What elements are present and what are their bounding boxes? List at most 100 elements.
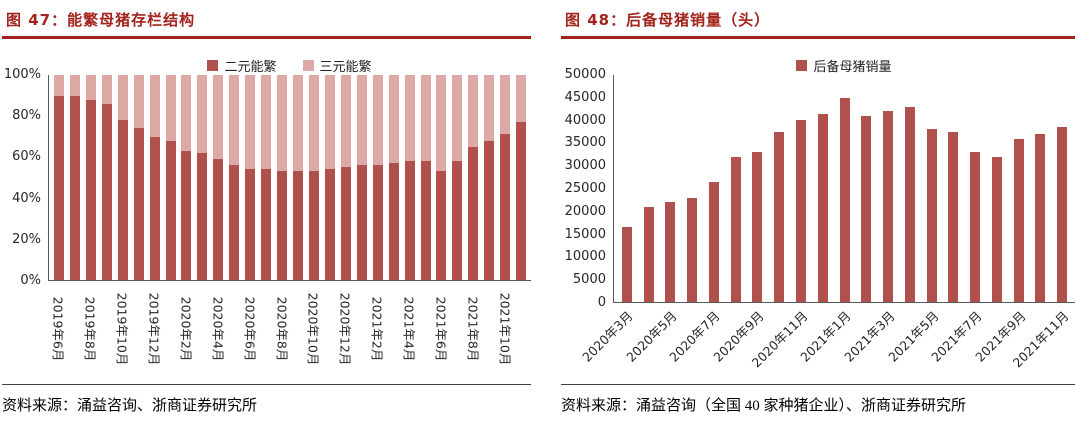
bar <box>53 75 64 280</box>
bar <box>117 75 128 280</box>
y-axis-tick-label: 30000 <box>564 158 606 174</box>
bar-slot <box>725 75 747 302</box>
bar-slot <box>418 75 434 280</box>
x-axis-slot: 2021年4月 <box>401 281 417 377</box>
bar <box>308 75 319 280</box>
sow-inventory-structure-chart: 二元能繁 三元能繁 0% 20% 40% 60% 80% 100% 2019年6月 2019年… <box>2 55 531 377</box>
x-axis-tick-label: 2019年10月 <box>114 292 130 366</box>
bar-slot <box>67 75 83 280</box>
x-axis-slot: 2020年10月 <box>306 281 322 377</box>
bar-slot <box>131 75 147 280</box>
bar <box>388 75 399 280</box>
bar-slot <box>747 75 769 302</box>
bar-segment <box>468 75 479 147</box>
bar-segment <box>388 163 399 280</box>
x-axis-slot: 2021年2月 <box>369 281 385 377</box>
bar-segment <box>436 171 447 280</box>
x-axis-slot <box>130 281 146 377</box>
bar-slot <box>921 75 943 302</box>
bar-segment <box>388 75 399 164</box>
x-axis-slot <box>194 281 210 377</box>
x-axis-slot <box>513 281 529 377</box>
y-axis-tick-label: 0% <box>20 273 41 288</box>
x-axis-slot <box>385 281 401 377</box>
bar <box>817 113 828 302</box>
bar <box>796 120 806 302</box>
source-note: 资料来源：涌益咨询（全国 40 家种猪企业）、浙商证券研究所 <box>561 384 1075 431</box>
y-axis-tick-label: 60% <box>12 149 41 165</box>
x-axis-slot: 2019年12月 <box>146 281 162 377</box>
y-axis-tick-label: 20% <box>12 231 41 247</box>
bar-segment <box>101 75 112 104</box>
x-axis-slot: 2021年10月 <box>497 281 513 377</box>
x-axis-tick-label: 2020年4月 <box>210 296 226 362</box>
bar-segment <box>484 140 495 280</box>
legend-swatch-icon <box>302 59 314 71</box>
bar-segment <box>213 75 224 160</box>
bar-segment <box>340 75 351 168</box>
bar-segment <box>53 95 64 280</box>
bar-segment <box>420 75 431 162</box>
bar-segment <box>404 75 415 162</box>
x-axis-tick-label: 2019年12月 <box>146 292 162 366</box>
y-axis-tick-label: 45000 <box>564 89 606 105</box>
bar <box>1035 134 1046 302</box>
x-axis-tick-label: 2020年12月 <box>337 292 353 366</box>
bar <box>500 75 511 280</box>
bar-slot <box>703 75 725 302</box>
bar-segment <box>117 120 128 280</box>
y-axis-tick-label: 100% <box>3 67 41 82</box>
legend-item: 三元能繁 <box>302 56 372 75</box>
bar-segment <box>500 75 511 135</box>
chart-legend: 后备母猪销量 <box>613 55 1075 75</box>
bar-segment <box>133 75 144 129</box>
bar <box>197 75 208 280</box>
bar-segment <box>277 171 288 280</box>
bar <box>926 129 937 302</box>
x-axis-tick-label: 2019年8月 <box>82 296 98 362</box>
bar-segment <box>165 75 176 141</box>
bar-slot <box>986 75 1008 302</box>
bar-slot <box>1030 75 1052 302</box>
bar <box>324 75 335 280</box>
plot-area <box>48 75 531 281</box>
y-axis-tick-label: 35000 <box>564 135 606 151</box>
bar-slot <box>834 75 856 302</box>
bar <box>101 75 112 280</box>
legend-label: 三元能繁 <box>319 59 372 75</box>
bar-slot <box>465 75 481 280</box>
legend-swatch-icon <box>207 59 219 71</box>
bar-segment <box>197 152 208 280</box>
bar <box>752 152 763 302</box>
y-axis-tick-label: 15000 <box>564 226 606 242</box>
bar-segment <box>436 75 447 172</box>
x-axis-slot: 2019年8月 <box>82 281 98 377</box>
bar-slot <box>274 75 290 280</box>
x-axis-slot: 2020年12月 <box>337 281 353 377</box>
x-axis-slot <box>481 281 497 377</box>
legend-swatch-icon <box>796 59 808 71</box>
bar <box>69 75 80 280</box>
bar <box>948 131 959 302</box>
x-axis: 2019年6月 2019年8月 2019年10月 2019年12月 2020年2月 202… <box>48 281 531 377</box>
bar <box>404 75 415 280</box>
bar-segment <box>53 75 64 96</box>
x-axis-slot: 2021年8月 <box>465 281 481 377</box>
y-axis-tick-label: 80% <box>12 108 41 124</box>
bar <box>245 75 256 280</box>
bar <box>970 152 981 302</box>
bar-segment <box>149 75 160 137</box>
bar-segment <box>372 165 383 280</box>
bar-segment <box>261 75 272 170</box>
bar-slot <box>99 75 115 280</box>
bar-segment <box>516 122 527 280</box>
bar-slot <box>855 75 877 302</box>
bar-slot <box>194 75 210 280</box>
bar <box>861 115 872 302</box>
bar <box>165 75 176 280</box>
bar-segment <box>181 75 192 151</box>
x-axis-tick-label: 2021年6月 <box>433 296 449 362</box>
bar <box>261 75 272 280</box>
bar-slot <box>481 75 497 280</box>
